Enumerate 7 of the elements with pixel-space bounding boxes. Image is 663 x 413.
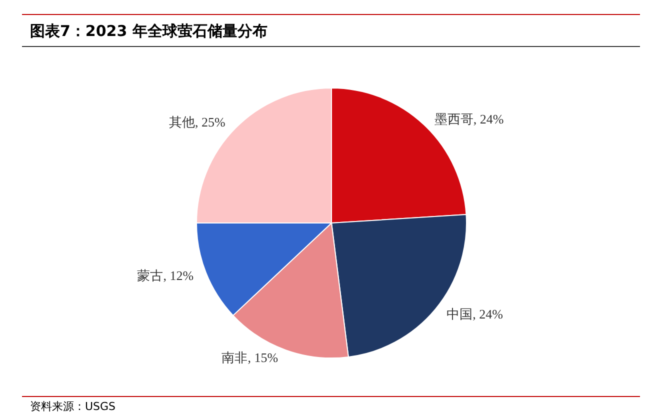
- slice-label: 中国, 24%: [446, 306, 504, 322]
- slice-label: 南非, 15%: [222, 350, 278, 366]
- slice-label: 墨西哥, 24%: [434, 111, 504, 126]
- chart-title: 图表7：2023 年全球萤石储量分布: [30, 22, 268, 41]
- text: 资料来源：USGS: [30, 399, 116, 413]
- slice-label: 蒙古, 12%: [137, 268, 194, 284]
- slice-label: 其他, 25%: [169, 114, 226, 130]
